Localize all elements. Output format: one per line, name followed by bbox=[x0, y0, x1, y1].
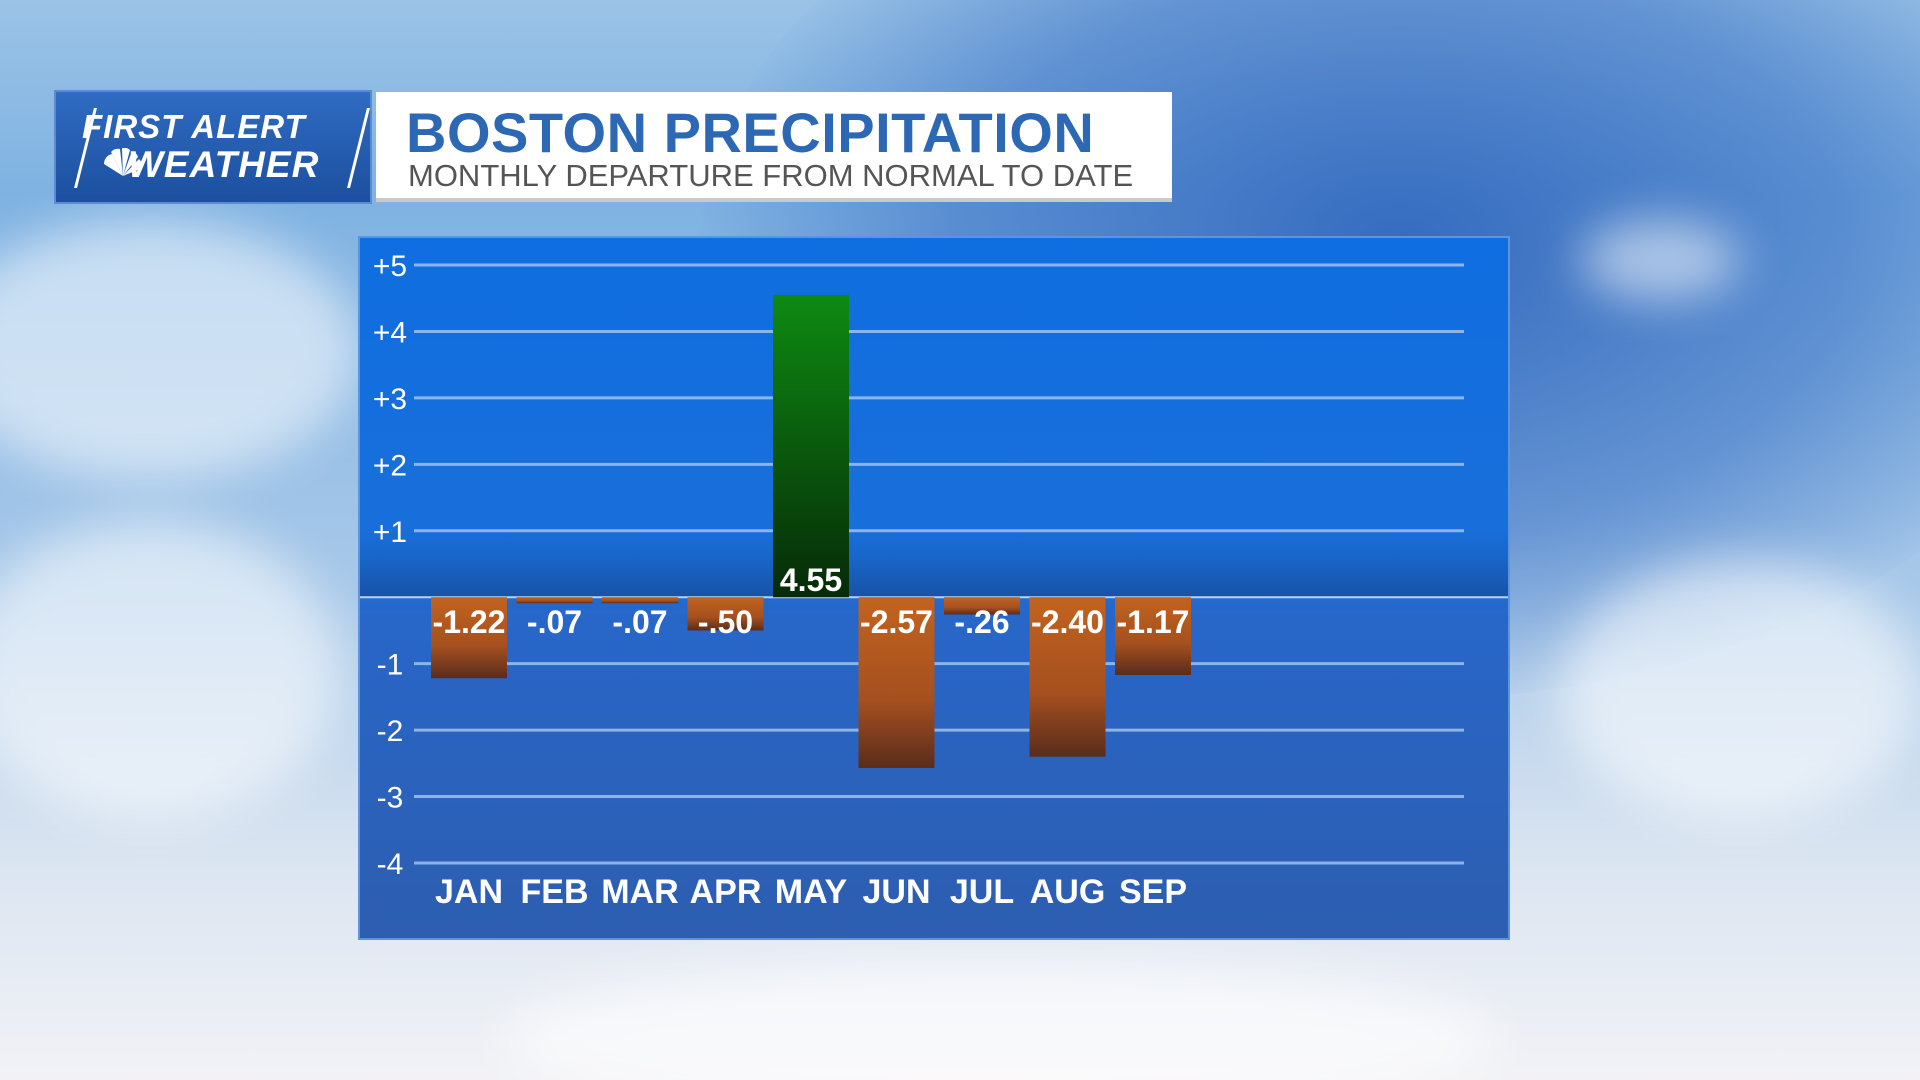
bar-jul bbox=[944, 597, 1020, 615]
logo-line-2: WEATHER bbox=[128, 144, 320, 185]
bar-aug bbox=[1029, 597, 1106, 757]
x-tick-label: AUG bbox=[1030, 873, 1106, 911]
bar-mar bbox=[602, 597, 678, 604]
x-tick-label: APR bbox=[690, 873, 762, 911]
y-tick-label: -1 bbox=[377, 649, 404, 682]
y-tick-label: -4 bbox=[377, 848, 404, 881]
value-label: 4.55 bbox=[780, 562, 842, 598]
x-tick-label: SEP bbox=[1119, 873, 1187, 911]
value-label: -2.40 bbox=[1031, 604, 1104, 640]
y-tick-label: +4 bbox=[373, 316, 407, 349]
precipitation-chart: +5 +4 +3 +2 +1 -1 -2 -3 -4 -1.22 JAN -.07 FEB -.07 MAR… bbox=[360, 250, 1508, 911]
bar-sep bbox=[1115, 597, 1191, 675]
y-tick-label: +3 bbox=[373, 383, 407, 416]
value-label: -1.22 bbox=[433, 604, 506, 640]
logo-line-1: FIRST ALERT bbox=[82, 108, 306, 145]
zero-band bbox=[360, 527, 1508, 598]
x-tick-label: JUN bbox=[862, 873, 930, 911]
chart-panel: +5 +4 +3 +2 +1 -1 -2 -3 -4 -1.22 JAN -.07 FEB -.07 MAR… bbox=[358, 236, 1510, 940]
bar-jan bbox=[431, 597, 507, 679]
bar-apr bbox=[687, 597, 764, 631]
y-tick-label: +1 bbox=[373, 516, 407, 549]
value-label: -.26 bbox=[954, 604, 1009, 640]
value-label: -.50 bbox=[698, 604, 753, 640]
title-box: BOSTON PRECIPITATION MONTHLY DEPARTURE F… bbox=[376, 92, 1172, 202]
x-tick-label: JAN bbox=[435, 873, 503, 911]
bar-may bbox=[773, 294, 849, 598]
x-tick-label: MAY bbox=[775, 873, 848, 911]
y-tick-label: +5 bbox=[373, 250, 407, 283]
value-label: -1.17 bbox=[1117, 604, 1190, 640]
value-label: -.07 bbox=[612, 604, 667, 640]
x-tick-label: FEB bbox=[521, 873, 589, 911]
chart-title: BOSTON PRECIPITATION bbox=[406, 101, 1095, 164]
y-tick-label: +2 bbox=[373, 449, 407, 482]
value-label: -.07 bbox=[527, 604, 582, 640]
x-tick-label: MAR bbox=[601, 873, 678, 911]
first-alert-weather-logo: FIRST ALERT WEATHER bbox=[54, 90, 372, 204]
bar-jun bbox=[858, 597, 935, 768]
x-tick-label: JUL bbox=[950, 873, 1014, 911]
bar-feb bbox=[516, 597, 593, 604]
peacock-icon bbox=[103, 148, 143, 176]
value-label: -2.57 bbox=[860, 604, 933, 640]
chart-subtitle: MONTHLY DEPARTURE FROM NORMAL TO DATE bbox=[408, 158, 1134, 193]
y-tick-label: -3 bbox=[377, 782, 404, 815]
y-tick-label: -2 bbox=[377, 715, 404, 748]
